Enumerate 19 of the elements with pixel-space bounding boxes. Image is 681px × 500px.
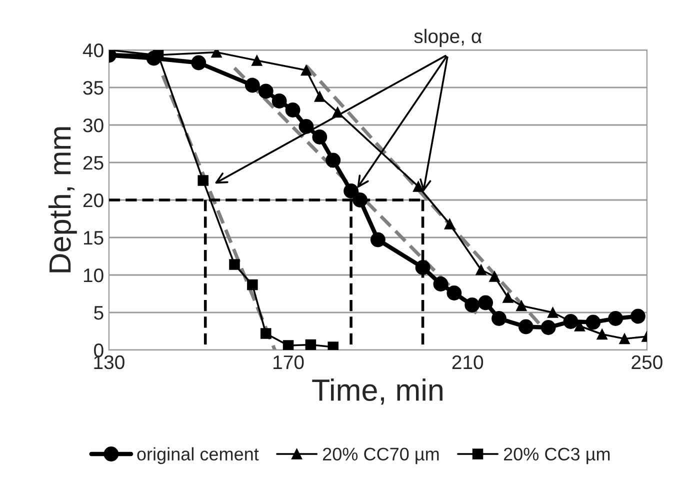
y-tick-label: 40 — [82, 43, 104, 58]
annotation: slope, α — [414, 28, 482, 47]
y-tick-label: 5 — [94, 306, 104, 320]
y-axis-title: Depth, mm — [48, 127, 77, 272]
y-tick-label: 0 — [94, 343, 104, 358]
x-axis-title: Time, min — [312, 378, 442, 405]
x-tick-label: 210 — [452, 355, 484, 370]
y-tick-label: 35 — [83, 80, 104, 95]
legend-label: 20% CC70 µm — [322, 448, 439, 464]
x-tick-label: 250 — [632, 355, 662, 370]
y-tick-label: 20 — [83, 193, 104, 208]
legend-label: 20% CC3 µm — [504, 448, 610, 464]
y-tick-label: 10 — [84, 268, 104, 282]
y-tick-label: 30 — [83, 118, 104, 132]
y-tick-label: 25 — [83, 156, 104, 170]
y-tick-label: 15 — [84, 231, 104, 245]
x-tick-label: 170 — [274, 355, 304, 370]
legend-label: original cement — [137, 447, 259, 464]
x-tick-label: 130 — [94, 355, 124, 370]
